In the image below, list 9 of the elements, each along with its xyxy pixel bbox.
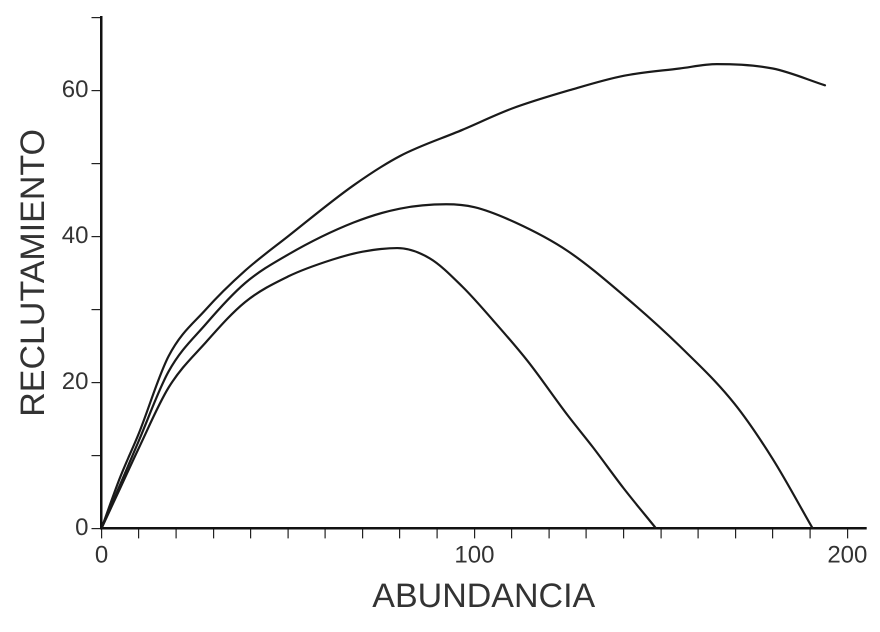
x-tick-label: 100 — [454, 541, 494, 568]
y-tick-label: 20 — [62, 368, 88, 396]
y-tick-label: 60 — [62, 76, 88, 104]
x-tick-label: 0 — [94, 541, 108, 568]
x-axis-title: ABUNDANCIA — [372, 576, 596, 615]
y-axis-title: RECLUTAMIENTO — [14, 129, 52, 417]
y-tick-label: 40 — [62, 222, 88, 250]
x-tick-label: 200 — [827, 541, 868, 568]
y-tick-label: 0 — [75, 514, 88, 542]
